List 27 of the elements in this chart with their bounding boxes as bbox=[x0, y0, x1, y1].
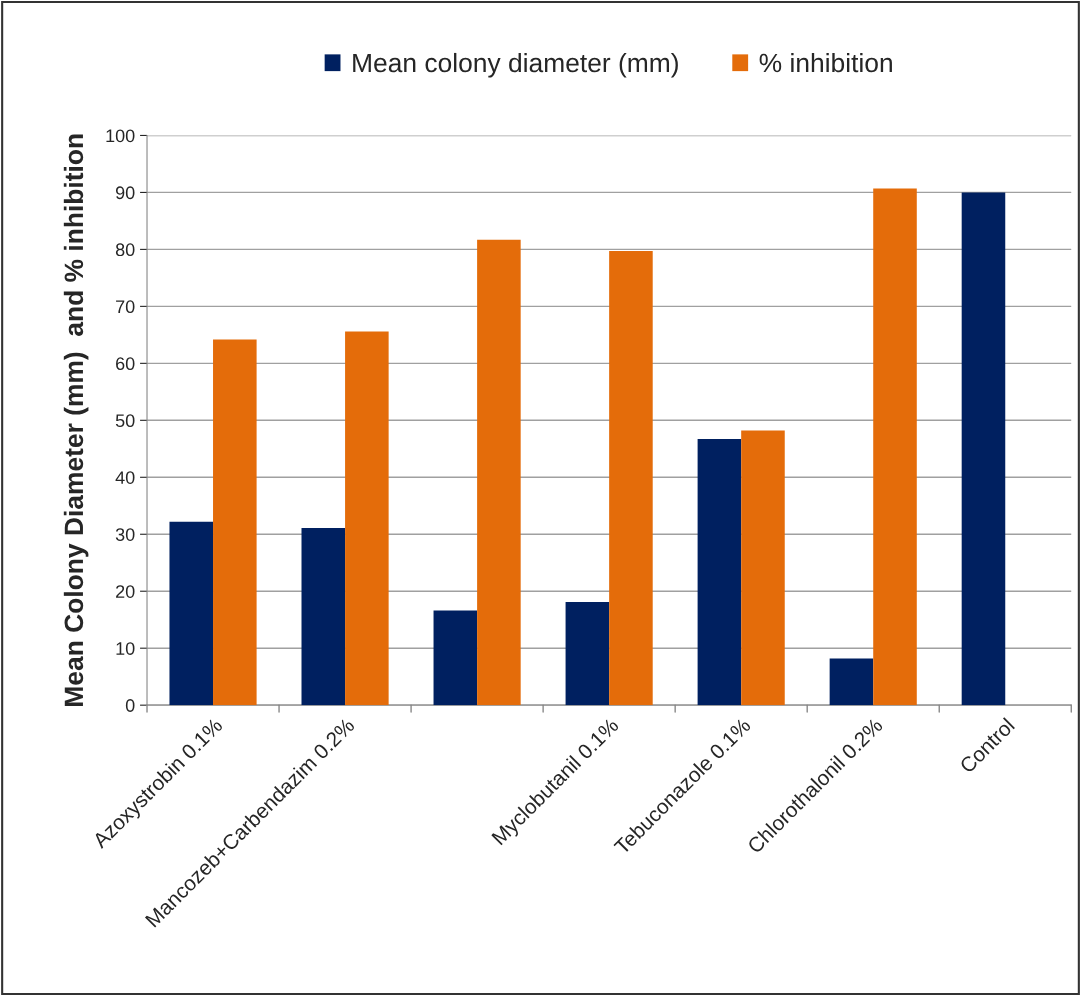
bar bbox=[565, 602, 610, 706]
bar bbox=[301, 527, 346, 706]
y-tick-label: 90 bbox=[115, 186, 135, 200]
y-tick-label: 100 bbox=[106, 129, 135, 143]
legend-label: % inhibition bbox=[759, 52, 892, 73]
y-tick-label: 60 bbox=[116, 357, 135, 371]
bar bbox=[961, 192, 1006, 706]
y-tick-label: 80 bbox=[115, 243, 135, 257]
bar bbox=[169, 521, 214, 706]
y-tick-label: 30 bbox=[115, 528, 135, 541]
bar bbox=[697, 439, 742, 706]
bar bbox=[741, 430, 785, 706]
y-tick-label: 20 bbox=[116, 585, 135, 598]
y-axis-title: Mean Colony Diameter (mm) and % inhibition bbox=[63, 134, 89, 706]
bar bbox=[345, 331, 389, 706]
y-tick-label: 0 bbox=[125, 699, 135, 712]
y-tick-label: 50 bbox=[115, 414, 135, 428]
bar bbox=[609, 251, 653, 706]
bar bbox=[477, 239, 521, 706]
y-tick-label: 10 bbox=[116, 642, 135, 655]
y-tick-label: 40 bbox=[115, 471, 135, 484]
legend-label: Mean colony diameter (mm) bbox=[353, 52, 678, 78]
y-tick-label: 70 bbox=[116, 300, 135, 314]
bar bbox=[873, 188, 917, 706]
bar bbox=[433, 610, 478, 706]
bar bbox=[213, 339, 257, 706]
bar bbox=[829, 658, 874, 706]
